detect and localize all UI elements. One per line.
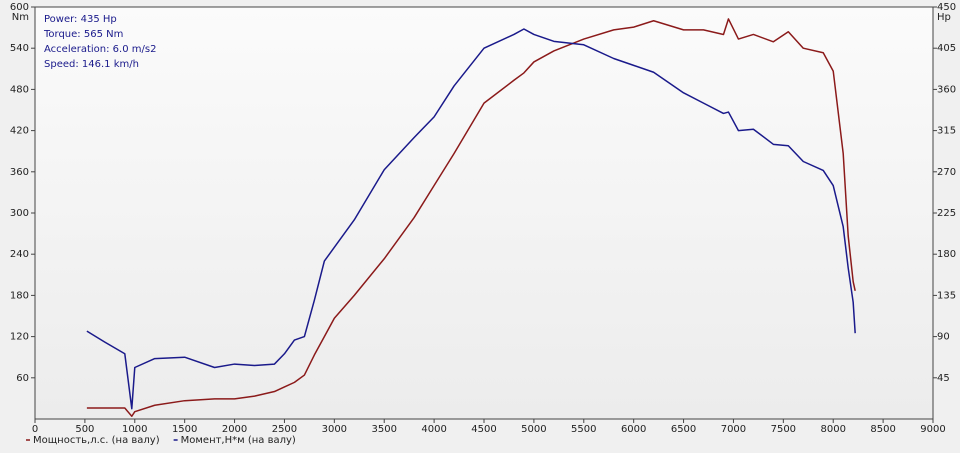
y-tick-label: 360 [10,167,29,178]
y-tick-label: 60 [16,373,29,384]
info-line: Torque: 565 Nm [43,29,123,40]
x-tick-label: 8500 [870,424,895,435]
series-line [86,28,856,410]
x-tick-label: 9000 [920,424,945,435]
x-tick-label: 3500 [371,424,396,435]
x-tick-label: 2500 [272,424,297,435]
y-axis-label: Nm [12,12,29,23]
x-tick-label: 4500 [471,424,496,435]
y-tick-label: 420 [10,126,29,137]
y2-tick-label: 180 [937,249,956,260]
y2-tick-label: 90 [937,332,950,343]
legend-label: Момент,Н*м (на валу) [181,435,296,446]
info-line: Power: 435 Hp [44,14,117,25]
legend-label: Мощность,л.с. (на валу) [33,435,160,446]
x-tick-label: 3000 [322,424,347,435]
y2-tick-label: 360 [937,84,956,95]
y2-tick-label: 450 [937,2,956,13]
x-tick-label: 4000 [421,424,446,435]
y2-tick-label: 225 [937,208,956,219]
y2-tick-label: 315 [937,126,956,137]
y2-tick-label: 270 [937,167,956,178]
x-tick-label: 6000 [621,424,646,435]
x-tick-label: 1000 [122,424,147,435]
y-tick-label: 180 [10,290,29,301]
y-tick-label: 600 [10,2,29,13]
plot-area [34,6,934,420]
y2-tick-label: 45 [937,373,950,384]
y-tick-label: 120 [10,332,29,343]
x-tick-label: 6500 [671,424,696,435]
series-line [86,18,856,418]
y-tick-label: 480 [10,84,29,95]
y-tick-label: 540 [10,43,29,54]
y2-tick-label: 135 [937,290,956,301]
y2-axis-label: Hp [937,12,951,23]
x-tick-label: 0 [32,424,38,435]
x-tick-label: 7500 [771,424,796,435]
y-tick-label: 240 [10,249,29,260]
info-line: Acceleration: 6.0 m/s2 [44,44,156,55]
x-tick-label: 5000 [521,424,546,435]
x-tick-label: 1500 [172,424,197,435]
x-tick-label: 7000 [721,424,746,435]
x-tick-label: 8000 [820,424,845,435]
y2-tick-label: 405 [937,43,956,54]
y-tick-label: 300 [10,208,29,219]
x-tick-label: 2000 [222,424,247,435]
x-tick-label: 5500 [571,424,596,435]
x-tick-label: 500 [75,424,94,435]
info-line: Speed: 146.1 km/h [44,59,139,70]
